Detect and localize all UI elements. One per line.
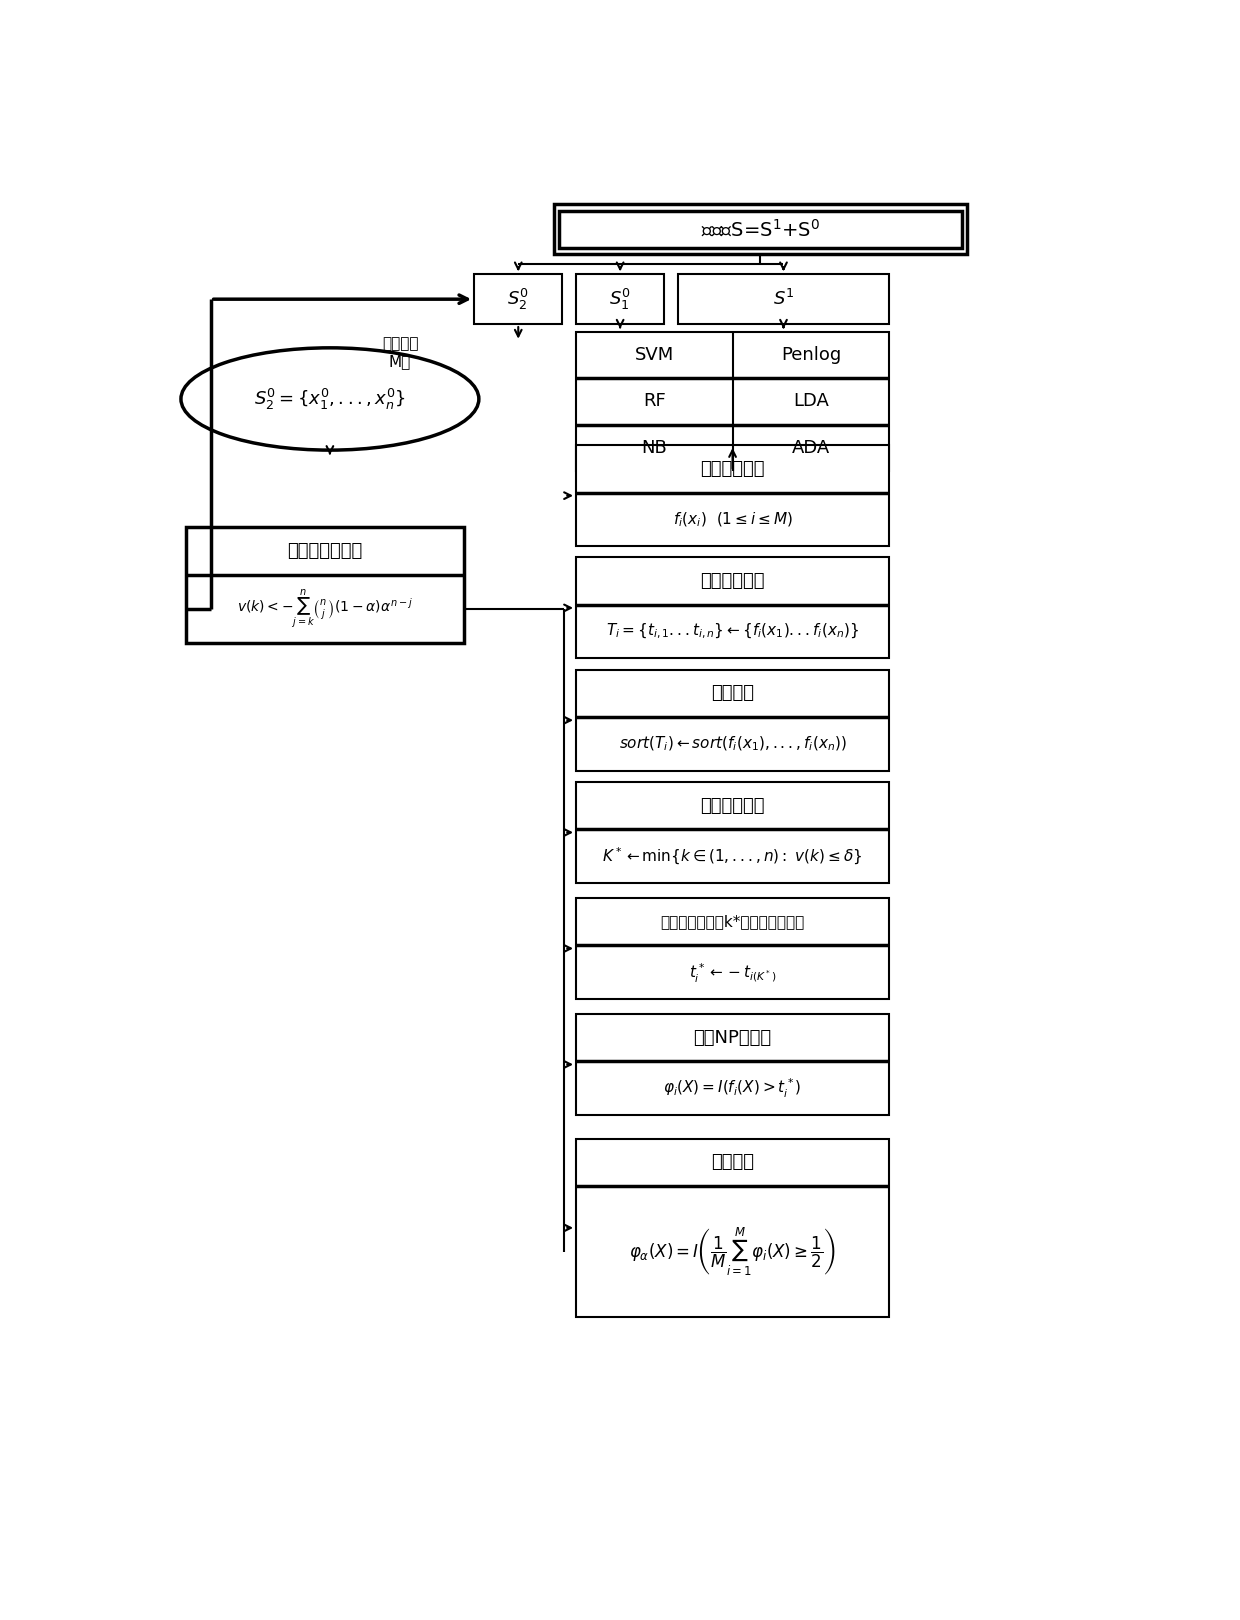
Text: LDA: LDA	[792, 392, 828, 410]
Text: $f_i(x_i)\ \ (1\leq i\leq M)$: $f_i(x_i)\ \ (1\leq i\leq M)$	[672, 510, 792, 528]
Bar	[575, 274, 665, 324]
Text: $S_1^0$: $S_1^0$	[609, 287, 631, 311]
Bar	[575, 782, 889, 883]
Bar	[186, 528, 465, 643]
Text: 多数投票: 多数投票	[711, 1153, 754, 1171]
Bar	[558, 211, 962, 248]
Bar	[575, 1014, 889, 1115]
Text: 选择等级阈值: 选择等级阈值	[701, 797, 765, 815]
Text: ADA: ADA	[792, 439, 830, 457]
Bar	[575, 557, 889, 658]
Text: 找到与等级阈值k*相关的得分阈值: 找到与等级阈值k*相关的得分阈值	[661, 914, 805, 930]
Text: SVM: SVM	[635, 347, 673, 364]
Text: 计算违例率上限: 计算违例率上限	[288, 543, 363, 561]
Bar	[575, 332, 889, 471]
Text: $t_i^*\leftarrow -t_{i(K^*)}$: $t_i^*\leftarrow -t_{i(K^*)}$	[688, 961, 776, 983]
Text: $S^1$: $S^1$	[773, 288, 795, 309]
Text: 训练集S=S$^1$+S$^0$: 训练集S=S$^1$+S$^0$	[701, 219, 820, 240]
Text: NB: NB	[641, 439, 667, 457]
Text: $v(k)<-\sum_{j=k}^{n}\binom{n}{j}(1-\alpha)\alpha^{n-j}$: $v(k)<-\sum_{j=k}^{n}\binom{n}{j}(1-\alp…	[237, 588, 413, 630]
Bar	[575, 1139, 889, 1317]
Text: $T_i=\{t_{i,1}...t_{i,n}\}\leftarrow\{f_i(x_1)...f_i(x_n)\}$: $T_i=\{t_{i,1}...t_{i,n}\}\leftarrow\{f_…	[606, 622, 859, 642]
Text: $S_2^0$: $S_2^0$	[507, 287, 529, 311]
Text: $K^*\leftarrow\min\{k\in(1,...,n):\ v(k)\leq\delta\}$: $K^*\leftarrow\min\{k\in(1,...,n):\ v(k)…	[603, 846, 863, 867]
Text: 构造NP分类器: 构造NP分类器	[693, 1029, 771, 1047]
Bar	[575, 446, 889, 546]
Text: RF: RF	[642, 392, 666, 410]
Text: $\varphi_\alpha(X)=I\left(\dfrac{1}{M}\sum_{i=1}^M\varphi_i(X)\geq\dfrac{1}{2}\r: $\varphi_\alpha(X)=I\left(\dfrac{1}{M}\s…	[629, 1225, 836, 1278]
Text: 分类得分函数: 分类得分函数	[701, 460, 765, 478]
Text: 循环分裂
M次: 循环分裂 M次	[382, 337, 418, 369]
Bar	[554, 204, 967, 254]
Text: 候选分数阈值: 候选分数阈值	[701, 572, 765, 590]
Text: $sort(T_i)\leftarrow sort(f_i(x_1),...,f_i(x_n))$: $sort(T_i)\leftarrow sort(f_i(x_1),...,f…	[619, 735, 847, 753]
Bar	[575, 669, 889, 771]
Text: 分数排序: 分数排序	[711, 684, 754, 703]
Text: Penlog: Penlog	[781, 347, 841, 364]
Text: $S_2^0=\{x_1^0,...,x_n^0\}$: $S_2^0=\{x_1^0,...,x_n^0\}$	[254, 387, 405, 411]
Ellipse shape	[181, 348, 479, 450]
Bar	[678, 274, 889, 324]
Bar	[575, 897, 889, 1000]
Bar	[474, 274, 563, 324]
Text: $\varphi_i(X)=I(f_i(X)>t_i^*)$: $\varphi_i(X)=I(f_i(X)>t_i^*)$	[663, 1077, 802, 1100]
